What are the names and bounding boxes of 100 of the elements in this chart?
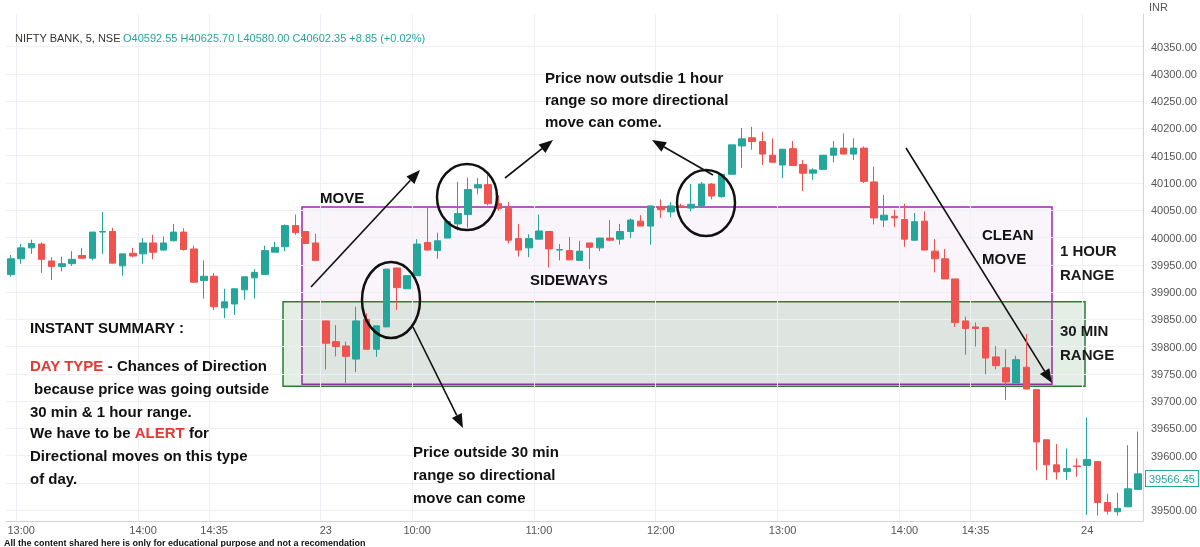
- candlestick: [474, 177, 482, 195]
- candlestick: [221, 288, 228, 319]
- candlestick: [515, 223, 522, 258]
- candlestick: [769, 137, 776, 163]
- annotation: Price outside 30 min range so directional move can come: [413, 443, 564, 506]
- candlestick: [1033, 389, 1040, 471]
- annotation: - Chances of Direction: [103, 357, 267, 374]
- candlestick: [687, 183, 695, 212]
- candlestick: [413, 238, 421, 277]
- text: O40592.55 H40625.70 L40580.00 C40602.35 +8.85 (+0.02%): [123, 31, 426, 44]
- candlestick: [698, 181, 705, 207]
- y-tick-label: 40250.00: [1151, 95, 1197, 108]
- candlestick: [941, 248, 949, 280]
- candlestick: [251, 268, 258, 300]
- candlestick: [190, 245, 198, 283]
- candlestick: [647, 205, 654, 246]
- candlestick: [149, 234, 157, 260]
- text: 39566.45: [1149, 472, 1195, 485]
- candlestick: [809, 167, 817, 181]
- candlestick: [931, 238, 939, 273]
- candlestick: [748, 126, 756, 151]
- candlestick: [566, 236, 573, 261]
- candlestick: [89, 231, 96, 261]
- candlestick: [556, 243, 563, 261]
- candlestick: [464, 177, 472, 229]
- candlestick: [596, 237, 604, 252]
- candlestick: [1083, 416, 1091, 516]
- x-tick-label: 13:00: [768, 523, 797, 536]
- candlestick: [261, 245, 269, 276]
- x-tick-label: 14:00: [129, 523, 157, 536]
- y-tick-label: 39900.00: [1151, 286, 1197, 299]
- candlestick: [972, 322, 979, 348]
- candlestick: [200, 259, 208, 300]
- candlestick: [606, 219, 614, 242]
- candlestick: [545, 231, 553, 268]
- candlestick: [860, 145, 868, 184]
- candlestick: [241, 276, 248, 301]
- y-tick-label: 40050.00: [1151, 204, 1197, 217]
- candlestick: [352, 306, 360, 373]
- y-tick-label: 40200.00: [1151, 122, 1197, 135]
- annotation: INSTANT SUMMARY :: [30, 319, 184, 336]
- candlestick: [880, 194, 888, 228]
- candlestick: [779, 148, 786, 179]
- candlestick: [393, 267, 401, 311]
- candlestick: [992, 345, 1000, 370]
- candlestick: [342, 341, 350, 384]
- candlestick: [962, 316, 969, 356]
- candlestick: [637, 214, 644, 227]
- candlestick: [505, 201, 512, 245]
- annotation: of day.: [30, 470, 78, 487]
- candlestick: [535, 214, 543, 240]
- annotation: because price was going outside: [34, 380, 270, 397]
- candlestick: [210, 272, 218, 311]
- y-tick-label: 40150.00: [1151, 149, 1197, 162]
- y-tick-label: 39700.00: [1151, 395, 1197, 408]
- candlestick: [109, 227, 116, 264]
- candlestick: [586, 242, 593, 270]
- candlestick: [322, 320, 330, 370]
- candlestick: [180, 227, 187, 252]
- candlestick: [78, 247, 86, 259]
- y-tick-label: 39500.00: [1151, 504, 1197, 517]
- candlestick: [1002, 348, 1010, 401]
- candlestick: [616, 223, 624, 246]
- candlestick: [1094, 461, 1101, 517]
- candlestick: [951, 278, 959, 328]
- candlestick: [231, 288, 238, 316]
- candlestick: [99, 211, 106, 255]
- candlestick: [302, 230, 309, 245]
- candlestick: [17, 243, 25, 265]
- candlestick: [576, 240, 583, 261]
- y-axis-title: INR: [1149, 0, 1168, 13]
- candlestick: [129, 247, 137, 258]
- annotation: CLEAN MOVE: [982, 225, 1038, 267]
- candlestick: [830, 140, 837, 163]
- y-tick-label: 39650.00: [1151, 422, 1197, 435]
- annotation: for: [184, 424, 210, 441]
- x-tick-label: 23: [319, 523, 332, 536]
- candlestick: [708, 182, 715, 200]
- candlestick: [525, 233, 533, 258]
- x-tick-label: 12:00: [647, 523, 675, 536]
- candlestick: [68, 250, 76, 267]
- candlestick: [119, 253, 126, 277]
- y-tick-label: 40300.00: [1151, 67, 1197, 80]
- x-tick-label: 10:00: [403, 523, 431, 536]
- candlestick: [657, 198, 665, 219]
- x-tick-label: 14:00: [890, 523, 919, 536]
- candlestick: [759, 131, 766, 166]
- y-tick-label: 40000.00: [1151, 231, 1197, 244]
- candlestick: [982, 326, 989, 375]
- candlestick: [7, 254, 15, 278]
- candlestick: [667, 201, 675, 218]
- candlestick: [28, 239, 35, 255]
- candlestick: [403, 275, 411, 290]
- y-tick-label: 40100.00: [1151, 177, 1197, 189]
- candlestick: [292, 214, 299, 236]
- x-tick-label: 24: [1081, 523, 1094, 536]
- annotation: Directional moves on this type: [30, 447, 248, 464]
- candlestick: [1023, 333, 1030, 390]
- candlestick: [891, 209, 898, 228]
- candlestick: [38, 241, 45, 274]
